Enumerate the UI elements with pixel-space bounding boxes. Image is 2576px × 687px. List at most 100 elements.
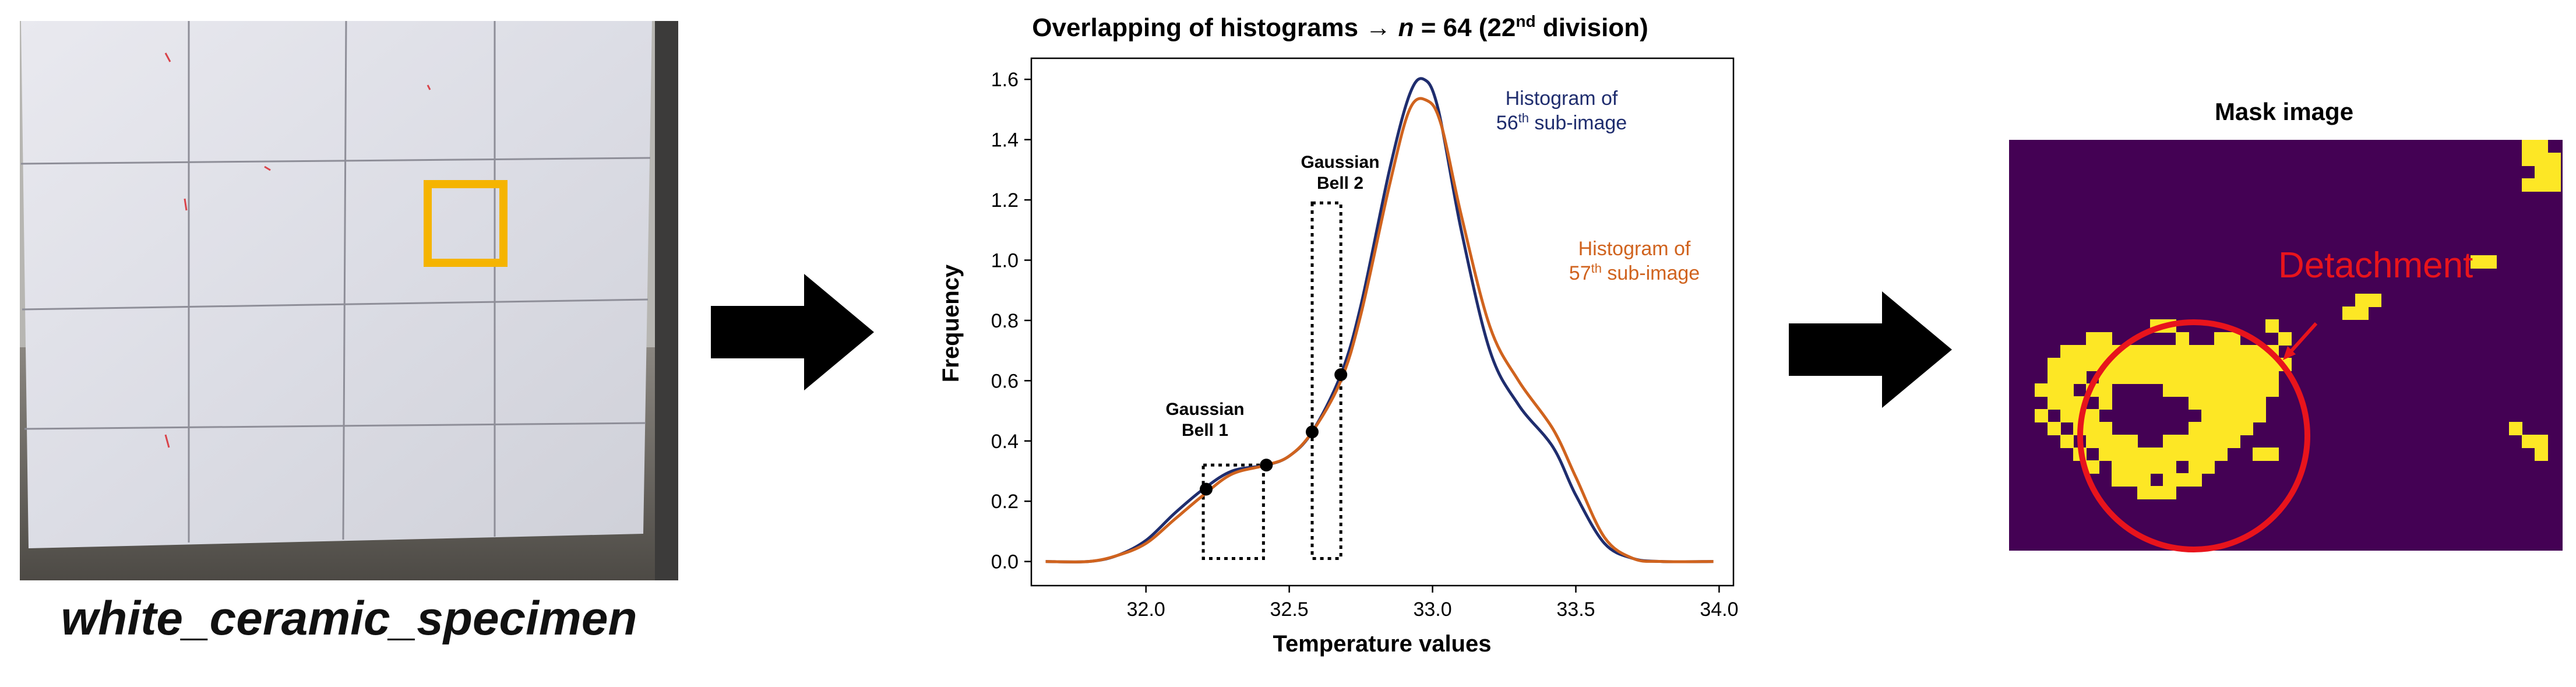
marker-point	[1334, 368, 1348, 381]
mask-pixel	[2163, 358, 2176, 371]
y-tick-label: 1.0	[991, 249, 1019, 272]
y-axis: 0.0 0.2 0.4 0.6 0.8 1.0 1.2 1.4 1.6	[991, 69, 1031, 573]
gaussian-bell-box-2	[1310, 201, 1342, 560]
mask-pixel	[2060, 345, 2074, 358]
x-tick-label: 32.0	[1127, 598, 1165, 621]
mask-pixel	[2201, 435, 2215, 448]
mask-pixel	[2201, 358, 2215, 371]
mask-pixel	[2163, 486, 2176, 499]
mask-pixel	[2060, 396, 2074, 410]
mask-pixel	[2201, 396, 2215, 410]
mask-pixel	[2240, 396, 2253, 410]
bell1-annotation: Gaussian Bell 1	[1165, 400, 1244, 440]
mask-pixel	[2522, 140, 2535, 153]
mask-title: Mask image	[2214, 98, 2354, 125]
mask-pixel	[2176, 345, 2189, 358]
mask-pixel	[2522, 178, 2535, 192]
mask-pixel	[2124, 371, 2138, 384]
mask-pixel	[2201, 422, 2215, 435]
mask-pixel	[2163, 460, 2176, 474]
mask-pixel	[2099, 422, 2112, 435]
mask-pixel	[2189, 422, 2202, 435]
mask-pixel	[2240, 422, 2253, 435]
mask-pixel	[2535, 435, 2548, 448]
mask-pixel	[2214, 358, 2228, 371]
mask-pixel	[2137, 486, 2151, 499]
y-tick-label: 1.2	[991, 189, 1019, 212]
mask-pixel	[2535, 448, 2548, 461]
x-tick-label: 33.0	[1413, 598, 1451, 621]
mask-pixel	[2535, 153, 2548, 166]
mask-pixel	[2048, 358, 2061, 371]
mask-pixel	[2060, 371, 2074, 384]
mask-pixel	[2265, 448, 2279, 461]
mask-pixel	[2176, 371, 2189, 384]
mask-pixel	[2124, 473, 2138, 487]
mask-pixel	[2137, 345, 2151, 358]
mask-pixel	[2060, 409, 2074, 422]
mask-pixel	[2086, 358, 2099, 371]
mask-pixel	[2150, 371, 2163, 384]
mask-pixel	[2176, 383, 2189, 397]
bell2-label-line1: Gaussian	[1301, 153, 1379, 172]
chart-title: Overlapping of histograms → n = 64 (22nd…	[1032, 12, 1648, 42]
y-tick-label: 0.6	[991, 370, 1019, 392]
mask-pixel	[2201, 409, 2215, 422]
mask-pixel	[2099, 435, 2112, 448]
mask-pixel	[2048, 383, 2061, 397]
mask-pixel	[2265, 371, 2279, 384]
mask-pixel	[2522, 435, 2535, 448]
bell1-label-line2: Bell 1	[1182, 421, 1228, 440]
mask-pixel	[2227, 383, 2240, 397]
mask-pixel	[2253, 448, 2266, 461]
mask-pixel	[2522, 153, 2535, 166]
mask-pixel	[2176, 473, 2189, 487]
mask-pixel	[2035, 383, 2048, 397]
mask-pixel	[2124, 435, 2138, 448]
mask-pixel	[2253, 409, 2266, 422]
hist56-annotation: Histogram of 56th sub-image	[1496, 87, 1627, 134]
hist56-label-line1: Histogram of	[1506, 87, 1618, 110]
mask-pixel	[2112, 358, 2125, 371]
mask-pixel	[2060, 358, 2074, 371]
y-tick-label: 0.4	[991, 431, 1019, 453]
mask-pixel	[2189, 473, 2202, 487]
mask-image	[2009, 140, 2563, 552]
mask-pixel	[2368, 294, 2381, 307]
mask-pixel	[2048, 396, 2061, 410]
mask-pixel	[2150, 345, 2163, 358]
hist57-label-line2: 57th sub-image	[1569, 261, 1700, 284]
mask-pixel	[2112, 473, 2125, 487]
mask-pixel	[2176, 448, 2189, 461]
mask-pixel	[2137, 448, 2151, 461]
mask-pixel	[2214, 422, 2228, 435]
x-tick-label: 34.0	[1700, 598, 1738, 621]
mask-pixel	[2124, 345, 2138, 358]
mask-pixel	[2240, 409, 2253, 422]
mask-pixel	[2189, 460, 2202, 474]
mask-pixel	[2240, 383, 2253, 397]
mask-pixel	[2227, 358, 2240, 371]
mask-pixel	[2189, 396, 2202, 410]
mask-pixel	[2048, 371, 2061, 384]
mask-pixel	[2227, 396, 2240, 410]
mask-pixel	[2240, 358, 2253, 371]
marker-point	[1306, 425, 1319, 439]
mask-pixel	[2099, 332, 2112, 346]
detachment-arrow-line	[2288, 322, 2318, 354]
specimen-photo	[20, 21, 678, 580]
red-marks	[164, 52, 431, 448]
mask-pixel	[2214, 435, 2228, 448]
mask-pixel	[2227, 332, 2240, 346]
mask-pixel	[2099, 383, 2112, 397]
mask-pixel	[2150, 358, 2163, 371]
mask-pixel	[2227, 409, 2240, 422]
mask-pixel	[2137, 371, 2151, 384]
mask-pixel	[2483, 255, 2497, 269]
mask-pixel	[2112, 371, 2125, 384]
mask-pixel	[2150, 486, 2163, 499]
mask-pixel	[2086, 435, 2099, 448]
mask-pixel	[2201, 383, 2215, 397]
mask-pixel	[2137, 460, 2151, 474]
markers	[1200, 368, 1348, 496]
